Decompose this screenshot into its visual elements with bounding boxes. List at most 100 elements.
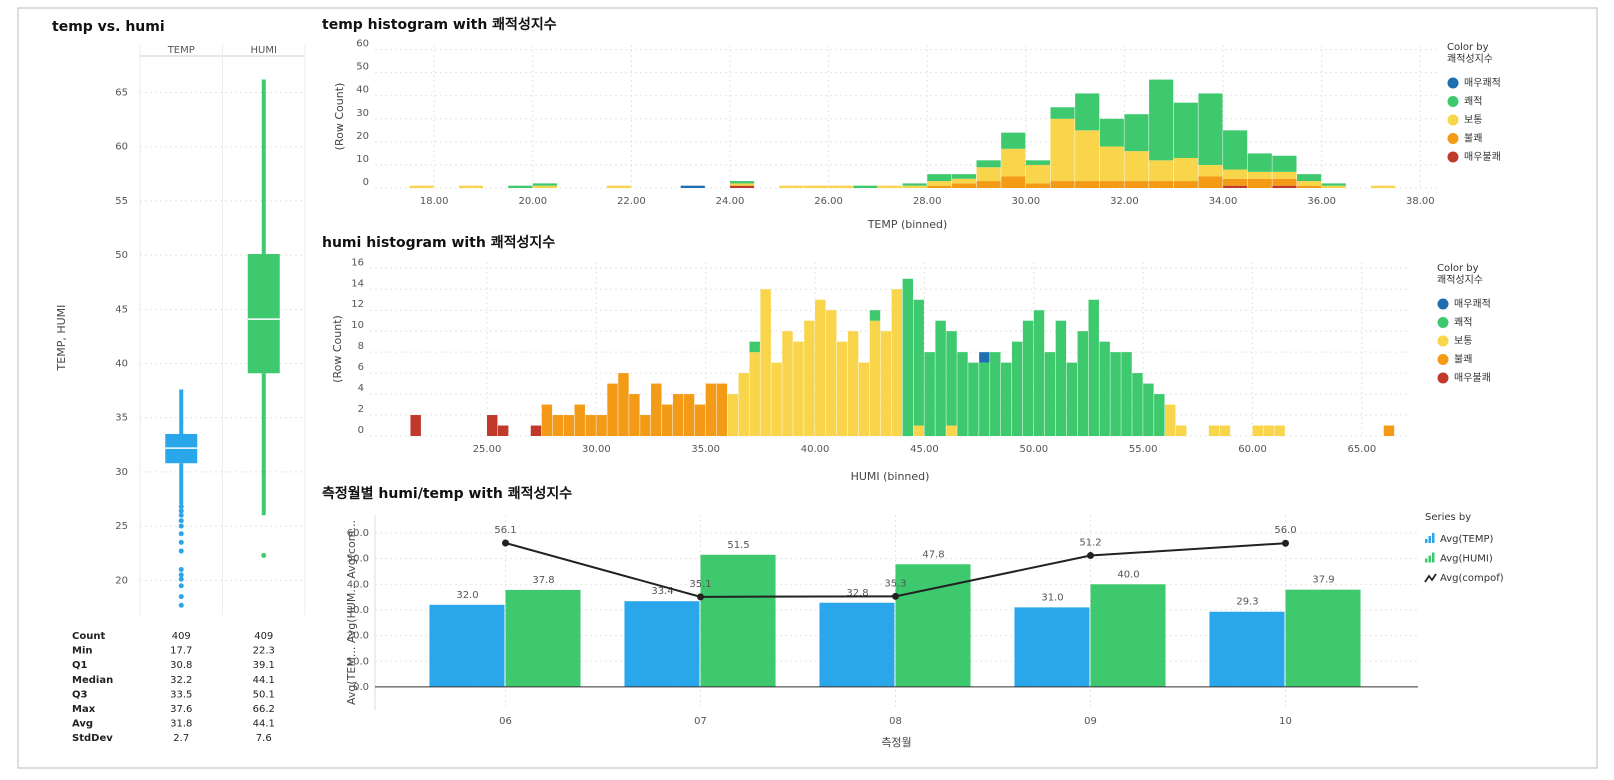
bar-value-label: 33.4 [651,586,673,597]
outlier [178,566,184,572]
histogram-bar [1272,155,1297,172]
outlier [178,523,184,529]
x-tick-label: 26.00 [814,196,843,207]
histogram-bar [1001,148,1026,177]
outlier [178,512,184,518]
histogram-bar [1001,132,1026,149]
bar-value-label: 47.8 [922,549,944,560]
stat-value: 44.1 [253,675,275,686]
stat-value: 17.7 [170,646,192,657]
histogram-bar [804,320,815,436]
stat-value: 31.8 [170,719,192,730]
histogram-bar [606,185,631,188]
y-axis-title: (Row Count) [333,83,346,151]
bar [1090,584,1166,687]
legend-swatch [1432,552,1435,563]
x-tick-label: 38.00 [1406,196,1435,207]
histogram-bar [771,362,782,436]
y-tick-label: 4 [358,383,364,394]
histogram-bar [1033,310,1045,436]
histogram-bar [1149,160,1174,182]
y-tick-label: 0.0 [353,682,369,693]
x-tick-label: 07 [694,716,707,727]
y-tick-label: 0 [363,177,369,188]
histogram-bar [730,185,755,188]
x-tick-label: 36.00 [1307,196,1336,207]
histogram-bar [946,425,957,436]
stat-value: 409 [172,631,191,642]
histogram-bar [828,185,853,188]
histogram-bar [1000,362,1012,436]
bar-value-label: 40.0 [1117,569,1139,580]
histogram-bar [1297,185,1322,188]
outlier [178,539,184,545]
bar [700,554,776,687]
stat-value: 39.1 [253,660,275,671]
legend-swatch [1437,354,1449,365]
histogram-bar [552,415,564,436]
stat-label: Avg [72,719,93,730]
histogram-bar [1223,185,1248,188]
y-tick-label: 14 [351,278,364,289]
histogram-bar [990,352,1001,436]
histogram-bar [563,415,575,436]
histogram-bar [618,373,629,436]
histogram-bar [1297,174,1322,182]
histogram-bar [1124,181,1149,188]
histogram-bar [891,289,903,436]
histogram-bar [979,362,990,436]
x-tick-label: 30.00 [582,444,611,455]
outlier [178,602,184,608]
x-axis-title: HUMI (binned) [851,470,930,483]
stat-label: Min [72,646,93,657]
y-tick-label: 60.0 [347,528,369,539]
histogram-bar [705,383,717,436]
histogram-bar [1173,181,1198,188]
x-tick-label: 50.00 [1019,444,1048,455]
x-tick-label: 25.00 [473,444,502,455]
legend-swatch [1447,96,1459,107]
histogram-bar [541,404,553,436]
y-tick-label: 30 [115,467,128,478]
legend-swatch [1425,558,1428,563]
x-tick-label: 08 [889,716,902,727]
legend-label: Avg(compof) [1440,573,1504,584]
x-tick-label: 60.00 [1238,444,1267,455]
legend-label: 보통 [1464,114,1482,126]
histogram-bar [869,310,881,321]
stat-label: StdDev [72,733,113,744]
histogram-bar [1075,93,1100,131]
bar [429,604,505,687]
outlier [178,572,184,578]
histogram-bar [1088,299,1099,436]
histogram-bar [836,341,848,436]
outlier [261,552,267,558]
histogram-bar [1044,352,1056,436]
x-tick-label: 45.00 [910,444,939,455]
outlier [178,531,184,537]
histogram-bar [1297,181,1322,186]
y-tick-label: 65 [115,88,128,99]
histogram-bar [730,183,755,186]
histogram-bar [1223,169,1248,179]
legend-swatch [1437,335,1449,347]
line-value-label: 56.1 [494,525,516,536]
histogram-bar [585,415,596,436]
outlier [178,594,184,600]
histogram-bar [716,383,728,436]
histogram-bar [1272,178,1297,186]
line-point [502,539,509,547]
histogram-bar [1143,383,1154,436]
stat-value: 7.6 [256,733,272,744]
histogram-bar [1124,114,1149,152]
outlier [178,548,184,554]
histogram-bar [458,185,483,188]
histogram-bar [672,394,684,436]
histogram-bar [1208,425,1220,436]
histogram-bar [924,352,935,436]
stat-value: 37.6 [170,704,192,715]
legend-swatch [1447,151,1459,163]
histogram-bar [902,183,927,186]
histogram-bar [869,320,881,436]
y-tick-label: 60 [356,39,369,50]
